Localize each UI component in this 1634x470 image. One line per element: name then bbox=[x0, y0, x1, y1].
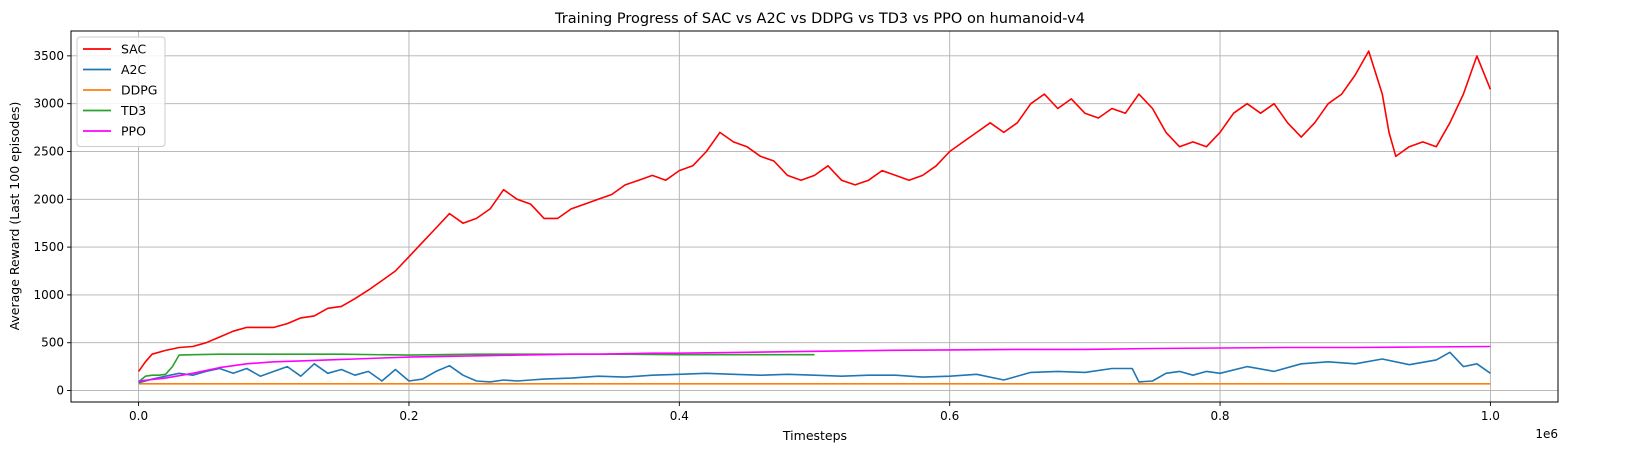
legend-label-ppo: PPO bbox=[121, 124, 146, 139]
grid bbox=[71, 31, 1558, 402]
legend-label-a2c: A2C bbox=[121, 62, 147, 77]
legend-box bbox=[76, 36, 166, 147]
plot-frame bbox=[70, 30, 1559, 403]
y-tick-label: 3000 bbox=[33, 97, 64, 111]
x-tick-label: 0.0 bbox=[129, 409, 148, 423]
legend-label-ddpg: DDPG bbox=[121, 83, 157, 98]
legend-label-td3: TD3 bbox=[120, 103, 146, 118]
series-group bbox=[137, 50, 1492, 385]
chart-title: Training Progress of SAC vs A2C vs DDPG … bbox=[554, 11, 1085, 27]
x-tick-label: 0.4 bbox=[670, 409, 689, 423]
x-tick-label: 0.8 bbox=[1210, 409, 1229, 423]
y-tick-label: 1500 bbox=[33, 240, 64, 254]
series-line-a2c bbox=[138, 351, 1491, 384]
x-tick-label: 0.6 bbox=[940, 409, 959, 423]
legend-label-sac: SAC bbox=[121, 42, 146, 57]
x-axis: 0.0 0.2 0.4 0.6 0.8 1.0 bbox=[129, 402, 1500, 423]
y-tick-label: 2500 bbox=[33, 144, 64, 158]
series-line-ppo bbox=[138, 345, 1491, 382]
y-tick-label: 500 bbox=[41, 336, 64, 350]
x-tick-label: 1.0 bbox=[1481, 409, 1500, 423]
x-axis-label: Timesteps bbox=[782, 428, 847, 443]
legend: SAC A2C DDPG TD3 PPO bbox=[76, 36, 166, 147]
y-tick-label: 2000 bbox=[33, 192, 64, 206]
y-tick-label: 3500 bbox=[33, 49, 64, 63]
x-tick-label: 0.2 bbox=[399, 409, 418, 423]
y-axis-label: Average Reward (Last 100 episodes) bbox=[7, 102, 22, 331]
y-tick-label: 1000 bbox=[33, 288, 64, 302]
y-tick-label: 0 bbox=[56, 384, 64, 398]
x-axis-offset-label: 1e6 bbox=[1535, 427, 1558, 441]
y-axis: 0 500 1000 1500 2000 2500 3000 3500 bbox=[33, 49, 71, 398]
series-line-sac bbox=[137, 50, 1492, 372]
